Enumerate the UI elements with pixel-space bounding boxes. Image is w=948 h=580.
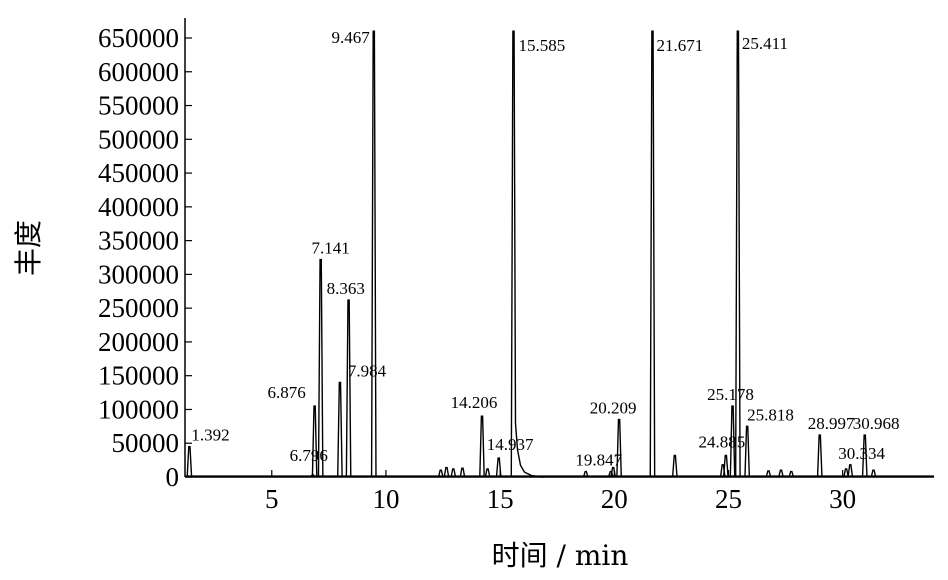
peak-labels: 1.392 6.796 6.876 7.141 7.984 8.363 9.467 14.20… xyxy=(191,28,899,469)
peak xyxy=(311,405,318,478)
minor-peak xyxy=(437,469,444,478)
y-tick-label: 150000 xyxy=(98,361,179,391)
peak-label: 30.968 xyxy=(853,414,900,433)
peak xyxy=(722,454,729,478)
peak xyxy=(479,415,485,478)
peak xyxy=(649,30,656,478)
peak xyxy=(744,425,751,478)
peak-label: 1.392 xyxy=(191,426,229,445)
peak xyxy=(495,457,502,478)
peak xyxy=(734,30,741,478)
peak xyxy=(847,464,854,478)
peak-label: 24.885 xyxy=(698,432,745,451)
peak-label: 9.467 xyxy=(332,28,371,47)
x-tick-label: 5 xyxy=(265,484,279,514)
peak-label: 30.334 xyxy=(838,444,885,463)
minor-peak xyxy=(870,469,877,478)
peak-label: 15.585 xyxy=(518,36,565,55)
peak-label: 25.818 xyxy=(747,405,794,424)
peak-label: 7.984 xyxy=(348,361,387,380)
y-tick-label: 650000 xyxy=(98,23,179,53)
minor-peak xyxy=(843,468,849,478)
minor-peak xyxy=(582,470,589,478)
peak-label: 7.141 xyxy=(312,239,350,258)
minor-peak xyxy=(765,470,772,478)
peak-label: 14.937 xyxy=(487,435,534,454)
y-tick-label: 100000 xyxy=(98,394,179,424)
peak-label: 21.671 xyxy=(656,36,703,55)
y-axis-title: 丰度 xyxy=(12,220,45,276)
x-tick-label: 10 xyxy=(372,484,399,514)
peak xyxy=(510,30,544,478)
peak-label: 19.847 xyxy=(575,451,622,470)
minor-peak xyxy=(443,466,450,478)
peak-label: 28.997 xyxy=(808,414,855,433)
x-tick-label: 15 xyxy=(487,484,514,514)
y-tick-label: 50000 xyxy=(112,428,180,458)
peaks xyxy=(186,30,877,478)
peak xyxy=(186,445,193,478)
y-tick-label: 250000 xyxy=(98,293,179,323)
axes xyxy=(184,18,934,478)
x-axis-title: 时间 / min xyxy=(492,539,629,572)
y-tick-label: 200000 xyxy=(98,327,179,357)
peak-label: 8.363 xyxy=(327,279,365,298)
y-tick-label: 350000 xyxy=(98,226,179,256)
minor-peak xyxy=(459,467,466,478)
peak xyxy=(337,381,343,478)
y-tick-label: 450000 xyxy=(98,158,179,188)
peak xyxy=(345,299,352,478)
minor-peak xyxy=(484,468,491,478)
y-tick-label: 0 xyxy=(166,462,180,492)
peak-label: 25.178 xyxy=(707,385,754,404)
x-tick-label: 25 xyxy=(715,484,742,514)
peak-label: 6.876 xyxy=(267,383,305,402)
minor-peak xyxy=(778,469,784,478)
peak-label: 25.411 xyxy=(742,34,788,53)
peak xyxy=(861,434,868,478)
minor-peak xyxy=(450,468,457,478)
peak xyxy=(616,418,622,478)
peak xyxy=(816,434,823,478)
peak-label: 6.796 xyxy=(290,446,328,465)
y-tick-label: 600000 xyxy=(98,57,179,87)
y-tick-label: 300000 xyxy=(98,259,179,289)
x-tick-label: 30 xyxy=(829,484,856,514)
y-tick-label: 500000 xyxy=(98,124,179,154)
peak xyxy=(370,30,377,478)
minor-peak xyxy=(671,454,678,478)
peak xyxy=(729,405,736,478)
peak-label: 14.206 xyxy=(451,393,498,412)
peak xyxy=(607,470,614,478)
peak-label: 20.209 xyxy=(590,399,637,418)
x-tick-label: 20 xyxy=(601,484,628,514)
minor-peak xyxy=(788,470,795,478)
y-tick-label: 550000 xyxy=(98,91,179,121)
y-tick-label: 400000 xyxy=(98,192,179,222)
peak xyxy=(317,258,324,478)
